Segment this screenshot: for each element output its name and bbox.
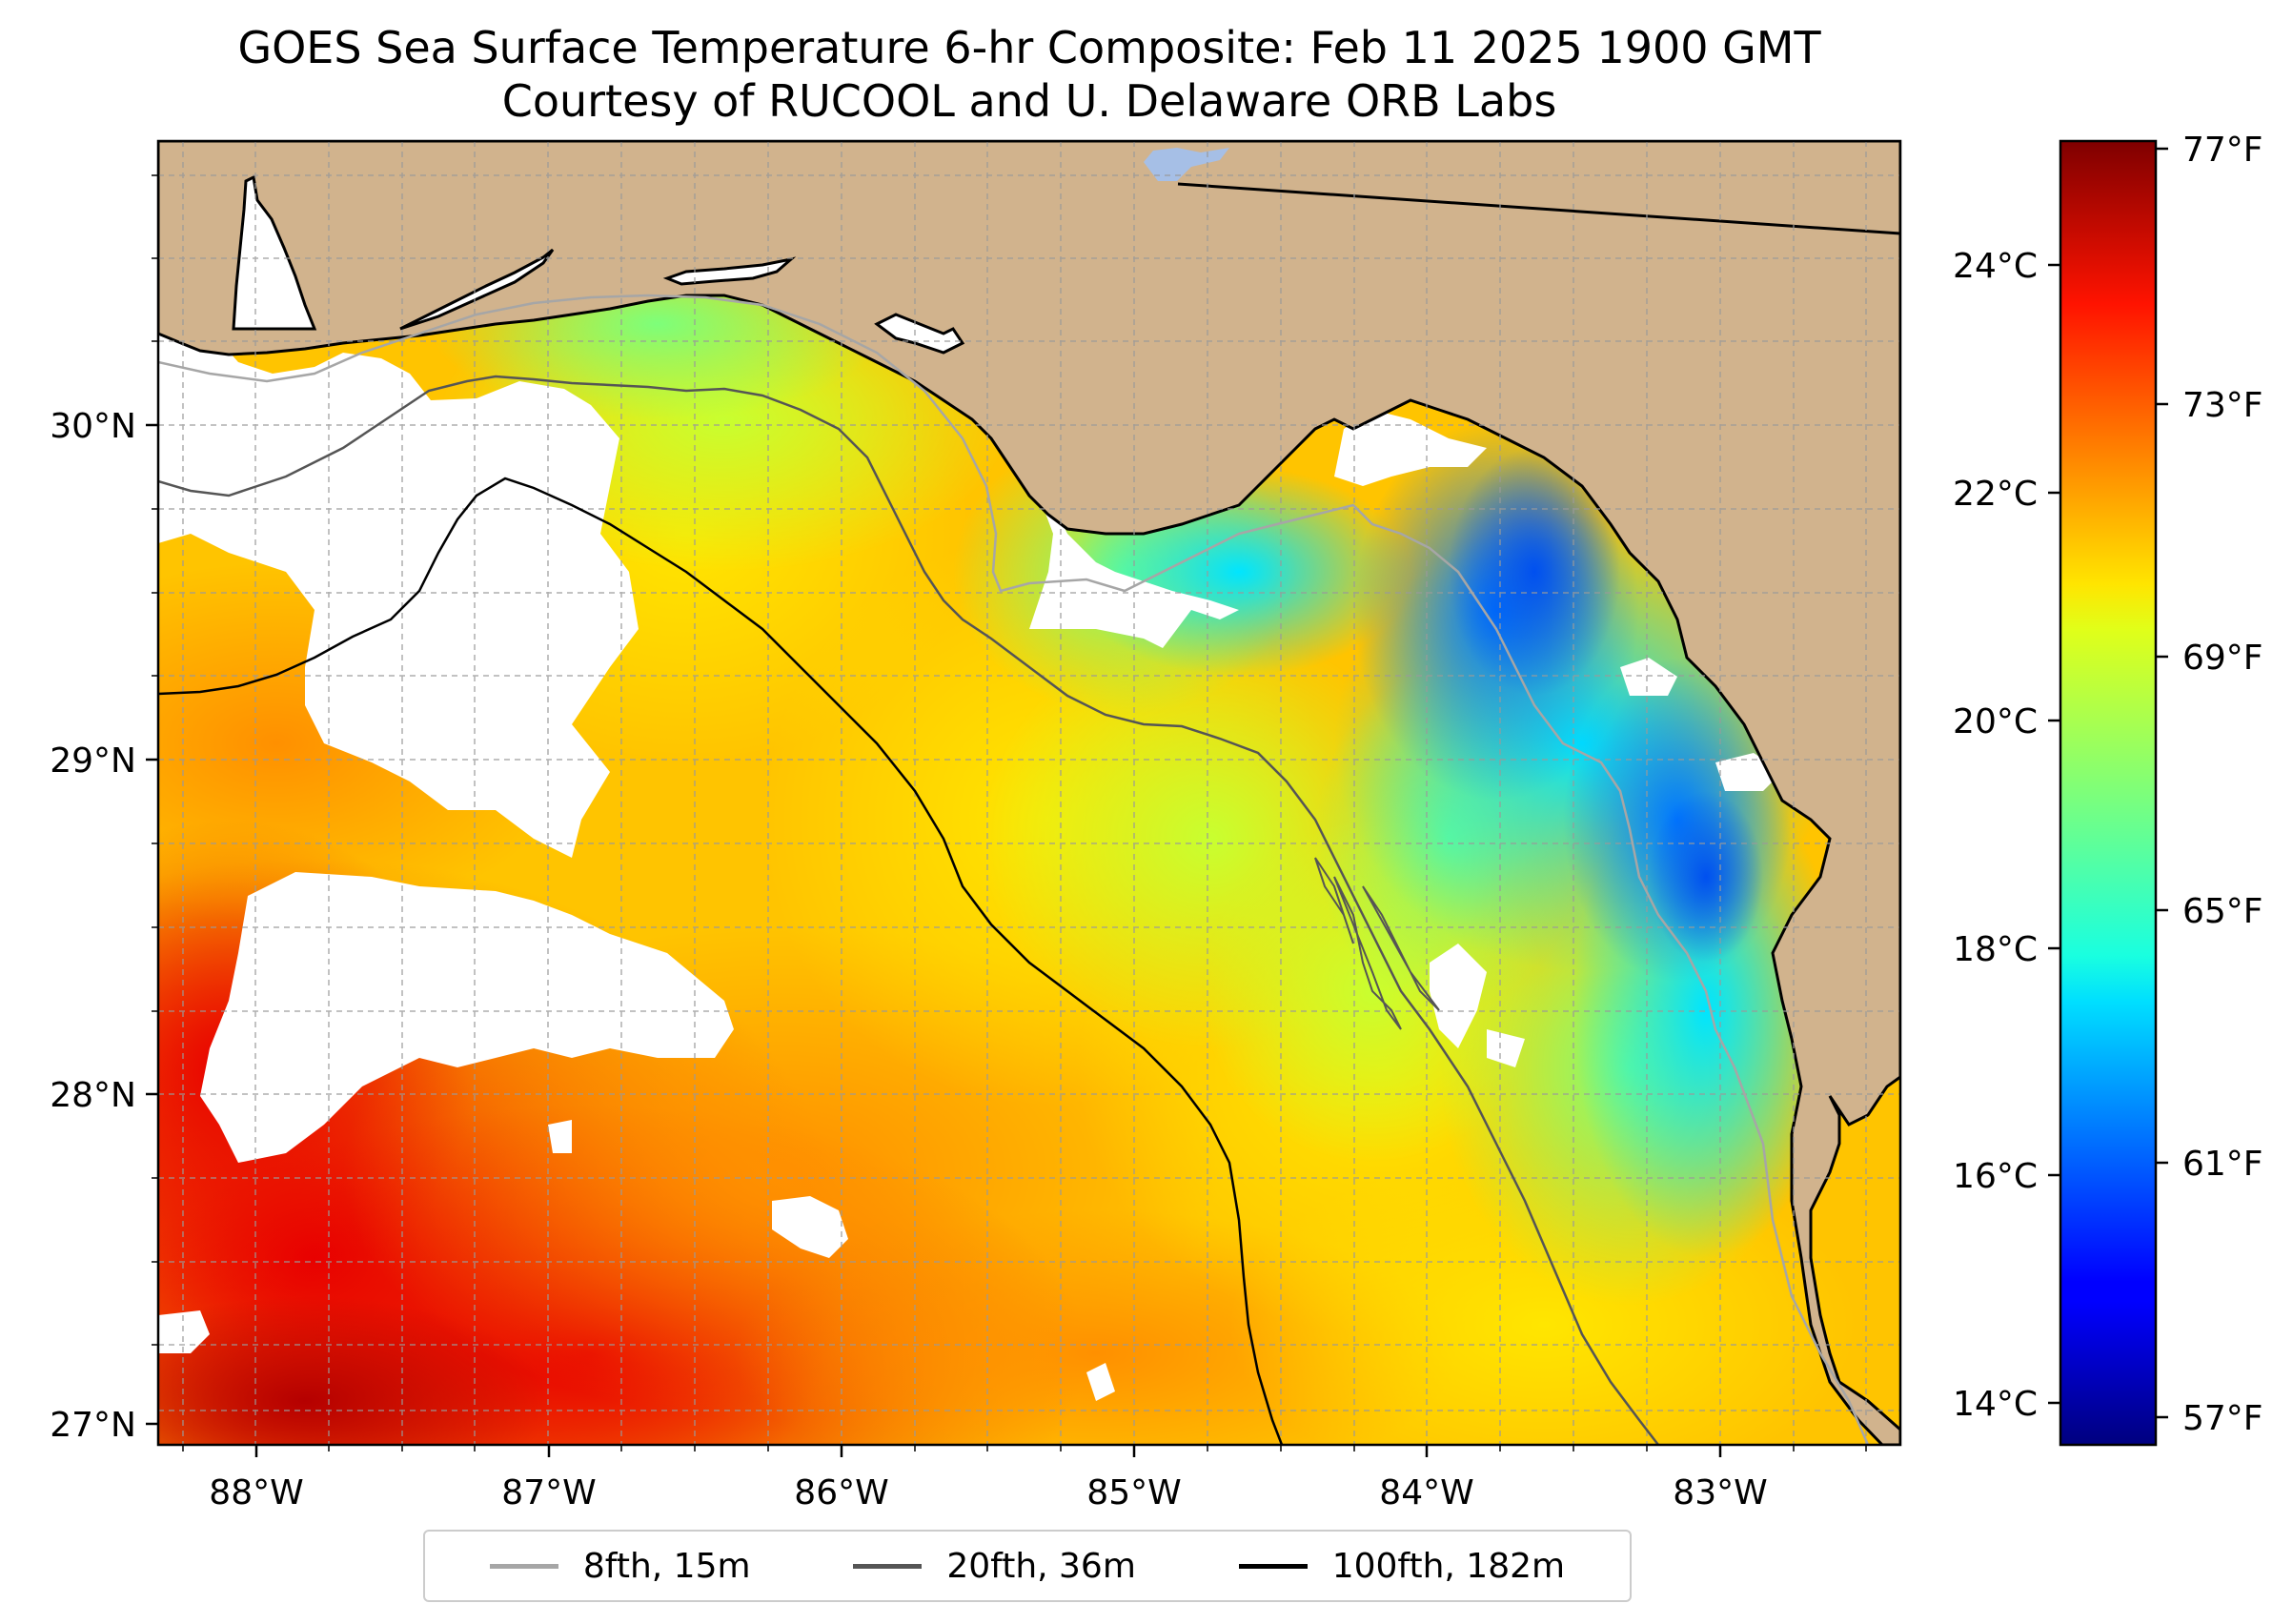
- fahrenheit-tick-label: 57°F: [2182, 1399, 2263, 1438]
- fahrenheit-tick-label: 69°F: [2182, 639, 2263, 678]
- celsius-tick-label: 16°C: [1953, 1157, 2038, 1196]
- map-subtitle: Courtesy of RUCOOL and U. Delaware ORB L…: [501, 75, 1557, 127]
- land: [158, 141, 1900, 1445]
- lon-label: 84°W: [1379, 1473, 1473, 1512]
- latitude-labels: 30°N 29°N 28°N 27°N: [50, 407, 136, 1445]
- lat-label: 27°N: [50, 1406, 136, 1445]
- mobile-bay: [232, 174, 317, 331]
- choctawhatchee-bay: [662, 256, 797, 286]
- celsius-tick-label: 14°C: [1953, 1385, 2038, 1424]
- legend-item-100fth: 100fth, 182m: [1238, 1546, 1566, 1586]
- gridlines: [158, 141, 1900, 1445]
- isobath-20fth: [158, 375, 1659, 1445]
- lat-label: 30°N: [50, 407, 136, 446]
- legend-label: 8fth, 15m: [582, 1546, 751, 1586]
- isobath-legend: 8fth, 15m 20fth, 36m 100fth, 182m: [423, 1530, 1632, 1602]
- lon-label: 88°W: [209, 1473, 303, 1512]
- fahrenheit-tick-label: 61°F: [2182, 1145, 2263, 1184]
- fahrenheit-tick-label: 73°F: [2182, 386, 2263, 425]
- legend-item-8fth: 8fth, 15m: [489, 1546, 751, 1586]
- pensacola-bay: [399, 248, 555, 331]
- colorbar-gradient: [2060, 141, 2156, 1445]
- no-data-areas: [158, 329, 1782, 1401]
- celsius-tick-label: 22°C: [1953, 475, 2038, 514]
- colorbar-ticks-left: [2048, 263, 2060, 1405]
- axis-tick-marks: [146, 423, 1722, 1457]
- big-bend-islands: [1314, 857, 1440, 1030]
- fahrenheit-tick-label: 65°F: [2182, 892, 2263, 931]
- fahrenheit-labels: 77°F 73°F 69°F 65°F 61°F 57°F: [2182, 131, 2263, 1438]
- lon-label: 87°W: [501, 1473, 596, 1512]
- legend-swatch-100fth: [1238, 1563, 1308, 1569]
- fahrenheit-tick-label: 77°F: [2182, 131, 2263, 170]
- celsius-labels: 24°C 22°C 20°C 18°C 16°C 14°C: [1953, 247, 2038, 1424]
- longitude-labels: 88°W 87°W 86°W 85°W 84°W 83°W: [209, 1473, 1767, 1512]
- map-frame: [156, 139, 1902, 1447]
- celsius-tick-label: 20°C: [1953, 702, 2038, 741]
- map-title: GOES Sea Surface Temperature 6-hr Compos…: [237, 22, 1821, 73]
- map-area: [158, 141, 1900, 1445]
- legend-label: 20fth, 36m: [946, 1546, 1136, 1586]
- isobath-100fth: [158, 477, 1284, 1445]
- celsius-tick-label: 24°C: [1953, 247, 2038, 286]
- lon-label: 85°W: [1086, 1473, 1181, 1512]
- lon-label: 86°W: [794, 1473, 888, 1512]
- legend-swatch-8fth: [489, 1563, 558, 1569]
- isobath-8fth: [158, 294, 1870, 1445]
- legend-item-20fth: 20fth, 36m: [853, 1547, 1136, 1586]
- legend-swatch-20fth: [853, 1563, 923, 1569]
- colorbar-frame: [2059, 139, 2158, 1447]
- axis-minor-ticks: [152, 174, 1867, 1451]
- legend-label: 100fth, 182m: [1331, 1546, 1566, 1586]
- lat-label: 29°N: [50, 741, 136, 781]
- lon-label: 83°W: [1673, 1473, 1767, 1512]
- state-border: [1177, 182, 1900, 235]
- colorbar-ticks-right: [2156, 147, 2168, 1419]
- celsius-tick-label: 18°C: [1953, 930, 2038, 969]
- lat-label: 28°N: [50, 1076, 136, 1115]
